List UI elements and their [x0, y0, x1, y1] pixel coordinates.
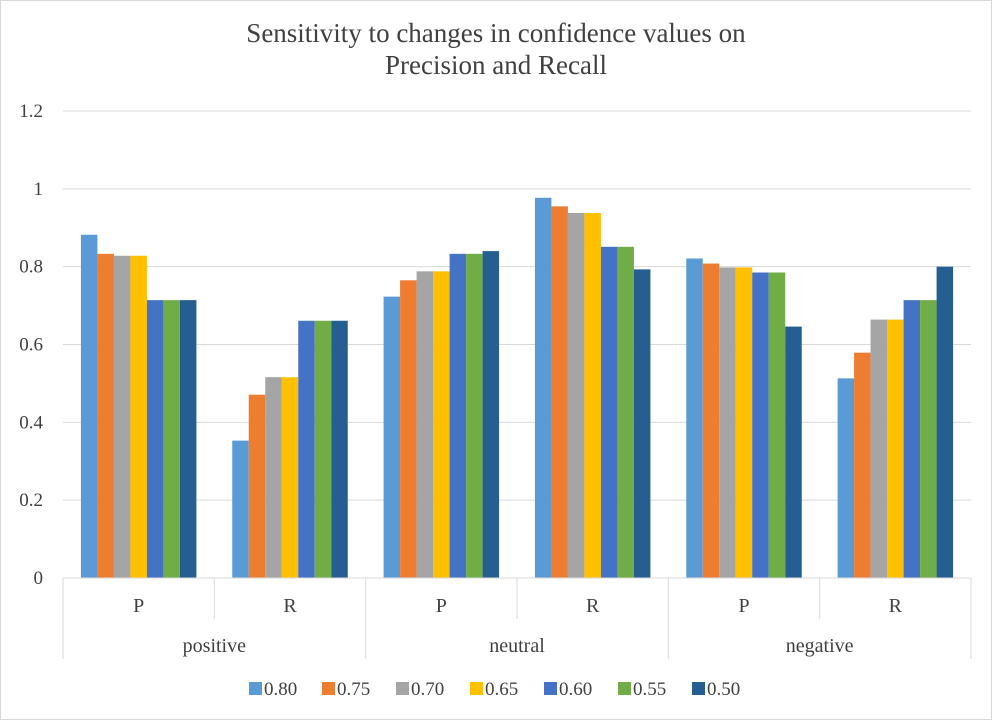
bar — [400, 280, 417, 578]
y-tick-label: 0.8 — [19, 257, 43, 278]
y-tick-label: 0 — [34, 568, 44, 589]
bar — [80, 234, 98, 578]
x-category-label: R — [586, 595, 600, 617]
bar — [482, 251, 500, 578]
x-category-label: R — [889, 595, 903, 617]
bar — [584, 212, 601, 578]
legend-label: 0.55 — [633, 679, 666, 700]
legend-swatch — [249, 682, 262, 695]
bar — [179, 300, 197, 578]
legend-label: 0.70 — [411, 679, 444, 700]
legend-label: 0.75 — [337, 679, 370, 700]
bar — [936, 266, 954, 578]
legend-swatch — [544, 682, 557, 695]
legend-swatch — [396, 682, 409, 695]
bar — [617, 246, 634, 579]
legend-label: 0.50 — [707, 679, 740, 700]
bar — [735, 267, 753, 578]
y-tick-label: 0.6 — [19, 335, 43, 356]
bar — [633, 269, 651, 578]
bar — [449, 253, 467, 579]
bar — [752, 272, 769, 578]
y-tick-label: 0.4 — [19, 412, 43, 433]
bar — [232, 440, 249, 578]
bar — [146, 300, 164, 578]
bar — [567, 212, 585, 578]
bar — [248, 394, 266, 578]
bar — [837, 378, 855, 578]
legend-label: 0.60 — [559, 679, 592, 700]
x-category-label: R — [283, 595, 297, 617]
bar — [551, 206, 568, 579]
bar — [903, 300, 921, 578]
bar — [854, 352, 871, 578]
x-category-label: P — [133, 595, 144, 617]
legend-swatch — [692, 682, 705, 695]
bar — [433, 271, 450, 578]
legend-swatch — [470, 682, 483, 695]
bar — [416, 271, 434, 578]
y-tick-label: 1 — [34, 179, 44, 200]
bar — [466, 253, 483, 579]
bar — [785, 326, 802, 578]
bar — [97, 253, 114, 579]
bar — [887, 319, 904, 578]
x-category-label: P — [436, 595, 447, 617]
bar — [281, 377, 299, 578]
x-category-label: P — [738, 595, 749, 617]
x-group-label: positive — [183, 635, 246, 657]
bar — [768, 272, 786, 578]
legend-label: 0.80 — [264, 679, 297, 700]
bar — [686, 258, 703, 578]
bar — [600, 246, 618, 579]
bar — [719, 267, 736, 578]
bar — [702, 263, 720, 578]
chart-title: Sensitivity to changes in confidence val… — [246, 18, 746, 48]
bar — [870, 319, 888, 578]
bar — [920, 300, 937, 578]
bar — [383, 296, 401, 578]
legend-swatch — [322, 682, 335, 695]
bar — [331, 320, 348, 578]
x-group-label: negative — [786, 635, 854, 657]
y-tick-label: 0.2 — [19, 490, 43, 511]
legend-label: 0.65 — [485, 679, 518, 700]
bar — [130, 255, 147, 578]
bar — [534, 197, 552, 578]
bar — [163, 300, 180, 578]
bar — [314, 320, 332, 578]
x-group-label: neutral — [489, 635, 545, 657]
chart-title-block: Sensitivity to changes in confidence val… — [1, 17, 991, 81]
legend-swatch — [618, 682, 631, 695]
y-tick-label: 1.2 — [19, 101, 43, 122]
bar — [298, 320, 315, 578]
bar — [113, 255, 131, 578]
chart-subtitle: Precision and Recall — [385, 50, 607, 80]
bar — [265, 377, 282, 578]
